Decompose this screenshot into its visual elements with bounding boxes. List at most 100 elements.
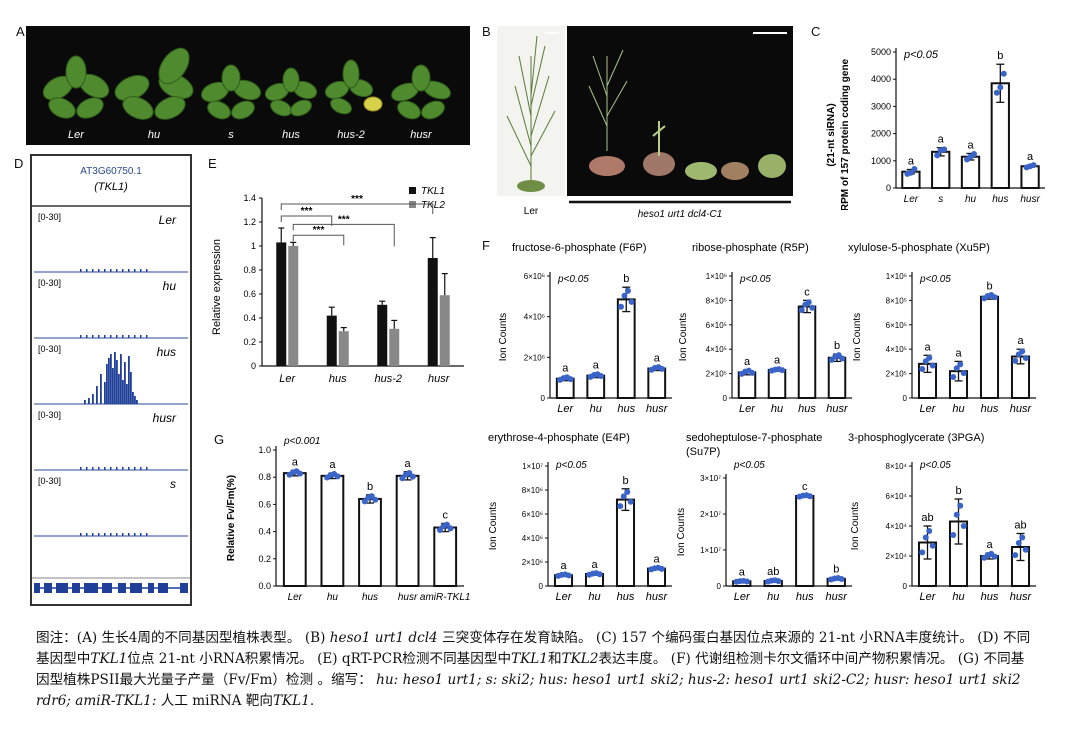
data-point — [997, 84, 1004, 91]
chart-g: p<0.001 Relative Fv/Fm(%) 0.0 0.2 0.4 0.6 0.8 1… — [226, 436, 470, 603]
coverage-bar — [92, 335, 94, 338]
caption-d: 位点 21-nt 小RNA积累情况。 — [127, 651, 313, 667]
coverage-bar — [104, 467, 106, 470]
rosette-hus — [264, 67, 318, 117]
significance-letter: a — [329, 459, 336, 471]
data-point — [971, 151, 977, 157]
y-tick-label: 2×10⁶ — [522, 558, 543, 567]
coverage-bar — [84, 400, 86, 404]
y-tick-label: 1×10⁶ — [886, 272, 907, 281]
panel-label-c: C — [811, 24, 821, 39]
y-tick-label: 6×10⁶ — [524, 272, 545, 281]
significance-letter: a — [924, 341, 931, 353]
gene-exon — [102, 583, 112, 593]
chart-3pga: 3-phosphoglycerate (3PGA) p<0.05 Ion Count… — [848, 432, 1036, 603]
genotype-label: s — [228, 129, 234, 141]
legend-tkl1: TKL1 — [421, 186, 445, 197]
data-point — [1012, 552, 1019, 559]
data-point — [628, 298, 635, 305]
data-point — [839, 355, 846, 362]
y-tick-label: 4×10⁵ — [706, 345, 727, 354]
rosette-hu — [114, 47, 194, 120]
coverage-bar — [92, 394, 94, 404]
coverage-bar — [116, 533, 118, 536]
coverage-bar — [104, 335, 106, 338]
data-point — [1030, 162, 1037, 169]
coverage-bar — [98, 467, 100, 470]
data-point — [960, 370, 967, 377]
data-point — [565, 572, 572, 579]
data-point — [749, 369, 756, 376]
data-point — [1000, 70, 1007, 77]
chart-title: erythrose-4-phosphate (E4P) — [488, 432, 630, 444]
legend-swatch-tkl1 — [409, 187, 416, 194]
y-tick-label: 2×10⁴ — [886, 552, 908, 561]
significance-stars: *** — [351, 194, 363, 205]
x-tick-label: hus — [329, 373, 347, 385]
significance-letter: b — [833, 564, 839, 576]
caption-d-italic: TKL1 — [90, 651, 128, 667]
data-point — [993, 89, 1000, 96]
data-point — [334, 473, 341, 480]
coverage-bar — [128, 269, 130, 272]
figure-caption: 图注：(A) 生长4周的不同基因型植株表型。 (B) heso1 urt1 dc… — [36, 628, 1036, 712]
data-point — [919, 549, 926, 556]
data-point — [991, 553, 998, 560]
coverage-bar — [98, 335, 100, 338]
significance-letter: b — [986, 280, 992, 292]
coverage-bar — [136, 400, 138, 404]
track-name: s — [170, 477, 176, 491]
caption-a: (A) 生长4周的不同基因型植株表型。 — [76, 630, 301, 646]
data-point — [838, 576, 845, 583]
significance-letter: b — [367, 481, 373, 493]
genotype-label: Ler — [68, 129, 85, 141]
y-tick-label: 2×10⁷ — [700, 510, 721, 519]
x-tick-label: hus — [617, 403, 635, 415]
data-point — [659, 365, 665, 372]
y-tick-label: 1×10⁷ — [522, 462, 543, 471]
coverage-bar — [116, 335, 118, 338]
rosette-s — [200, 64, 262, 120]
track-name: Ler — [159, 213, 177, 227]
y-tick-label: 0 — [886, 183, 891, 193]
coverage-bar — [134, 533, 136, 536]
track-range: [0-30] — [38, 344, 61, 354]
caption-e: 表达丰度。 — [598, 651, 667, 667]
coverage-bar — [80, 335, 82, 338]
data-point — [779, 367, 786, 374]
significance-letter: ab — [767, 566, 779, 578]
coverage-bar — [96, 386, 98, 404]
bar — [647, 367, 667, 399]
significance-letter: a — [739, 567, 746, 579]
significance-letter: a — [955, 347, 962, 359]
y-tick-label: 4×10⁶ — [522, 534, 543, 543]
y-tick-label: 8×10⁴ — [886, 462, 908, 471]
bar — [282, 472, 307, 587]
caption-e-prefix: (E) qRT-PCR检测不同基因型中 — [317, 651, 512, 667]
x-tick-label: hus — [617, 591, 635, 603]
significance-letter: a — [653, 553, 660, 565]
y-tick-label: 1.0 — [258, 445, 271, 455]
coverage-bar — [86, 269, 88, 272]
track-name: hus — [157, 345, 176, 359]
coverage-bar — [146, 269, 148, 272]
coverage-bar — [134, 396, 136, 404]
bar — [960, 155, 981, 190]
data-point — [775, 578, 782, 585]
data-point — [409, 473, 416, 480]
coverage-bar — [116, 467, 118, 470]
x-tick-label: husr — [646, 403, 669, 415]
y-tick-label: 6×10⁵ — [706, 321, 727, 330]
y-tick-label: 0 — [723, 394, 728, 403]
data-point — [929, 542, 936, 549]
chart-title: fructose-6-phosphate (F6P) — [512, 242, 647, 254]
significance-letter: a — [908, 156, 915, 168]
data-point — [1012, 357, 1019, 364]
track-range: [0-30] — [38, 476, 61, 486]
y-tick-label: 0.2 — [258, 554, 271, 564]
caption-f: (F) 代谢组检测卡尔文循环中间产物积累情况。 — [670, 651, 954, 667]
y-tick-label: 6×10⁶ — [522, 510, 543, 519]
chart-e: Relative expression TKL1 TKL2 00.20.40.6… — [211, 186, 464, 385]
bar-tkl2 — [389, 328, 400, 366]
coverage-bar — [128, 533, 130, 536]
